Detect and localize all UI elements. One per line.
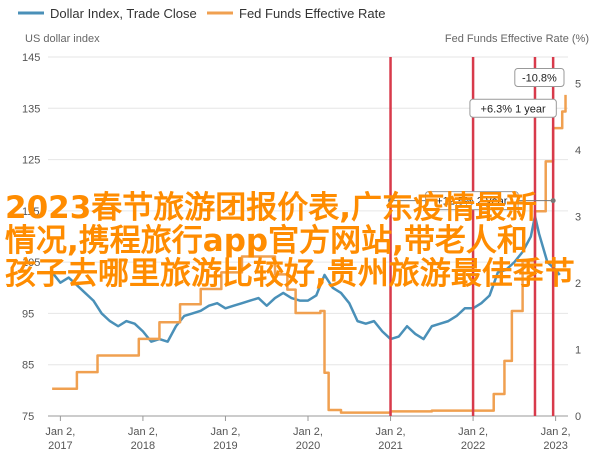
left-axis-ticks: 75 85 95 105 115 125 135 145 — [22, 52, 40, 423]
annotation-endpoint — [550, 198, 556, 204]
left-tick-label: 75 — [22, 411, 34, 423]
annotation-box — [469, 98, 557, 118]
left-axis-title: US dollar index — [25, 33, 100, 45]
annotation-label: -10.8% — [522, 73, 557, 85]
x-tick-label-year: 2017 — [48, 440, 72, 452]
left-tick-label: 145 — [22, 52, 40, 64]
left-tick-label: 105 — [22, 257, 40, 269]
x-tick-label-year: 2020 — [296, 440, 320, 452]
left-tick-label: 125 — [22, 155, 40, 167]
x-tick-label-top: Jan 2, — [458, 426, 488, 438]
x-tick-label-top: Jan 2, — [541, 426, 571, 438]
right-tick-label: 0 — [575, 411, 581, 423]
x-tick-label-year: 2021 — [378, 440, 402, 452]
left-tick-label: 115 — [22, 206, 40, 218]
right-tick-label: 3 — [575, 212, 581, 224]
overlay-line-1: 2023春节旅游团报价表,广东疫情最新 — [5, 190, 537, 226]
right-tick-label: 4 — [575, 145, 581, 157]
legend-label-dollar: Dollar Index, Trade Close — [50, 6, 197, 21]
series-lines — [51, 94, 567, 414]
right-tick-label: 1 — [575, 345, 581, 357]
left-tick-label: 85 — [22, 360, 34, 372]
annotation: +12.5% 2 year — [388, 191, 556, 211]
annotation-endpoint — [388, 198, 394, 204]
right-tick-label: 2 — [575, 278, 581, 290]
x-tick-label-top: Jan 2, — [128, 426, 158, 438]
annotation-label: +6.3% 1 year — [481, 103, 546, 115]
x-tick-label-year: 2023 — [543, 440, 567, 452]
series-line-dollar-index — [51, 214, 561, 343]
annotation-box — [425, 191, 519, 211]
x-tick-label-top: Jan 2, — [376, 426, 406, 438]
left-tick-label: 95 — [22, 308, 34, 320]
annotation-label: +12.5% 2 year — [436, 196, 508, 208]
overlay-line-3: 孩子去哪里旅游比较好,贵州旅游最佳季节 — [5, 256, 575, 292]
annotations: +12.5% 2 year +6.3% 1 year -10.8% — [388, 68, 565, 211]
annotation: -10.8% — [514, 68, 565, 88]
x-tick-label-top: Jan 2, — [293, 426, 323, 438]
overlay-text: 2023春节旅游团报价表,广东疫情最新 情况,携程旅行app官方网站,带老人和 … — [5, 190, 575, 292]
overlay-line-2: 情况,携程旅行app官方网站,带老人和 — [5, 223, 528, 259]
series-line-fed-funds — [52, 94, 567, 414]
legend-label-fed: Fed Funds Effective Rate — [239, 6, 385, 21]
x-tick-label-year: 2019 — [213, 440, 237, 452]
annotation: +6.3% 1 year — [469, 98, 557, 118]
x-axis-ticks: Jan 2, 2017 Jan 2, 2018 Jan 2, 2019 Jan 2, 2020… — [45, 416, 571, 452]
legend[interactable]: Dollar Index, Trade Close Fed Funds Effe… — [18, 6, 385, 21]
x-tick-label-year: 2022 — [461, 440, 485, 452]
left-tick-label: 135 — [22, 103, 40, 115]
annotation-box — [514, 68, 565, 88]
x-tick-label-year: 2018 — [131, 440, 155, 452]
x-tick-label-top: Jan 2, — [45, 426, 75, 438]
x-tick-label-top: Jan 2, — [210, 426, 240, 438]
right-axis-title: Fed Funds Effective Rate (%) — [445, 33, 589, 45]
right-axis-ticks: 0 1 2 3 4 5 — [575, 79, 581, 423]
right-tick-label: 5 — [575, 79, 581, 91]
